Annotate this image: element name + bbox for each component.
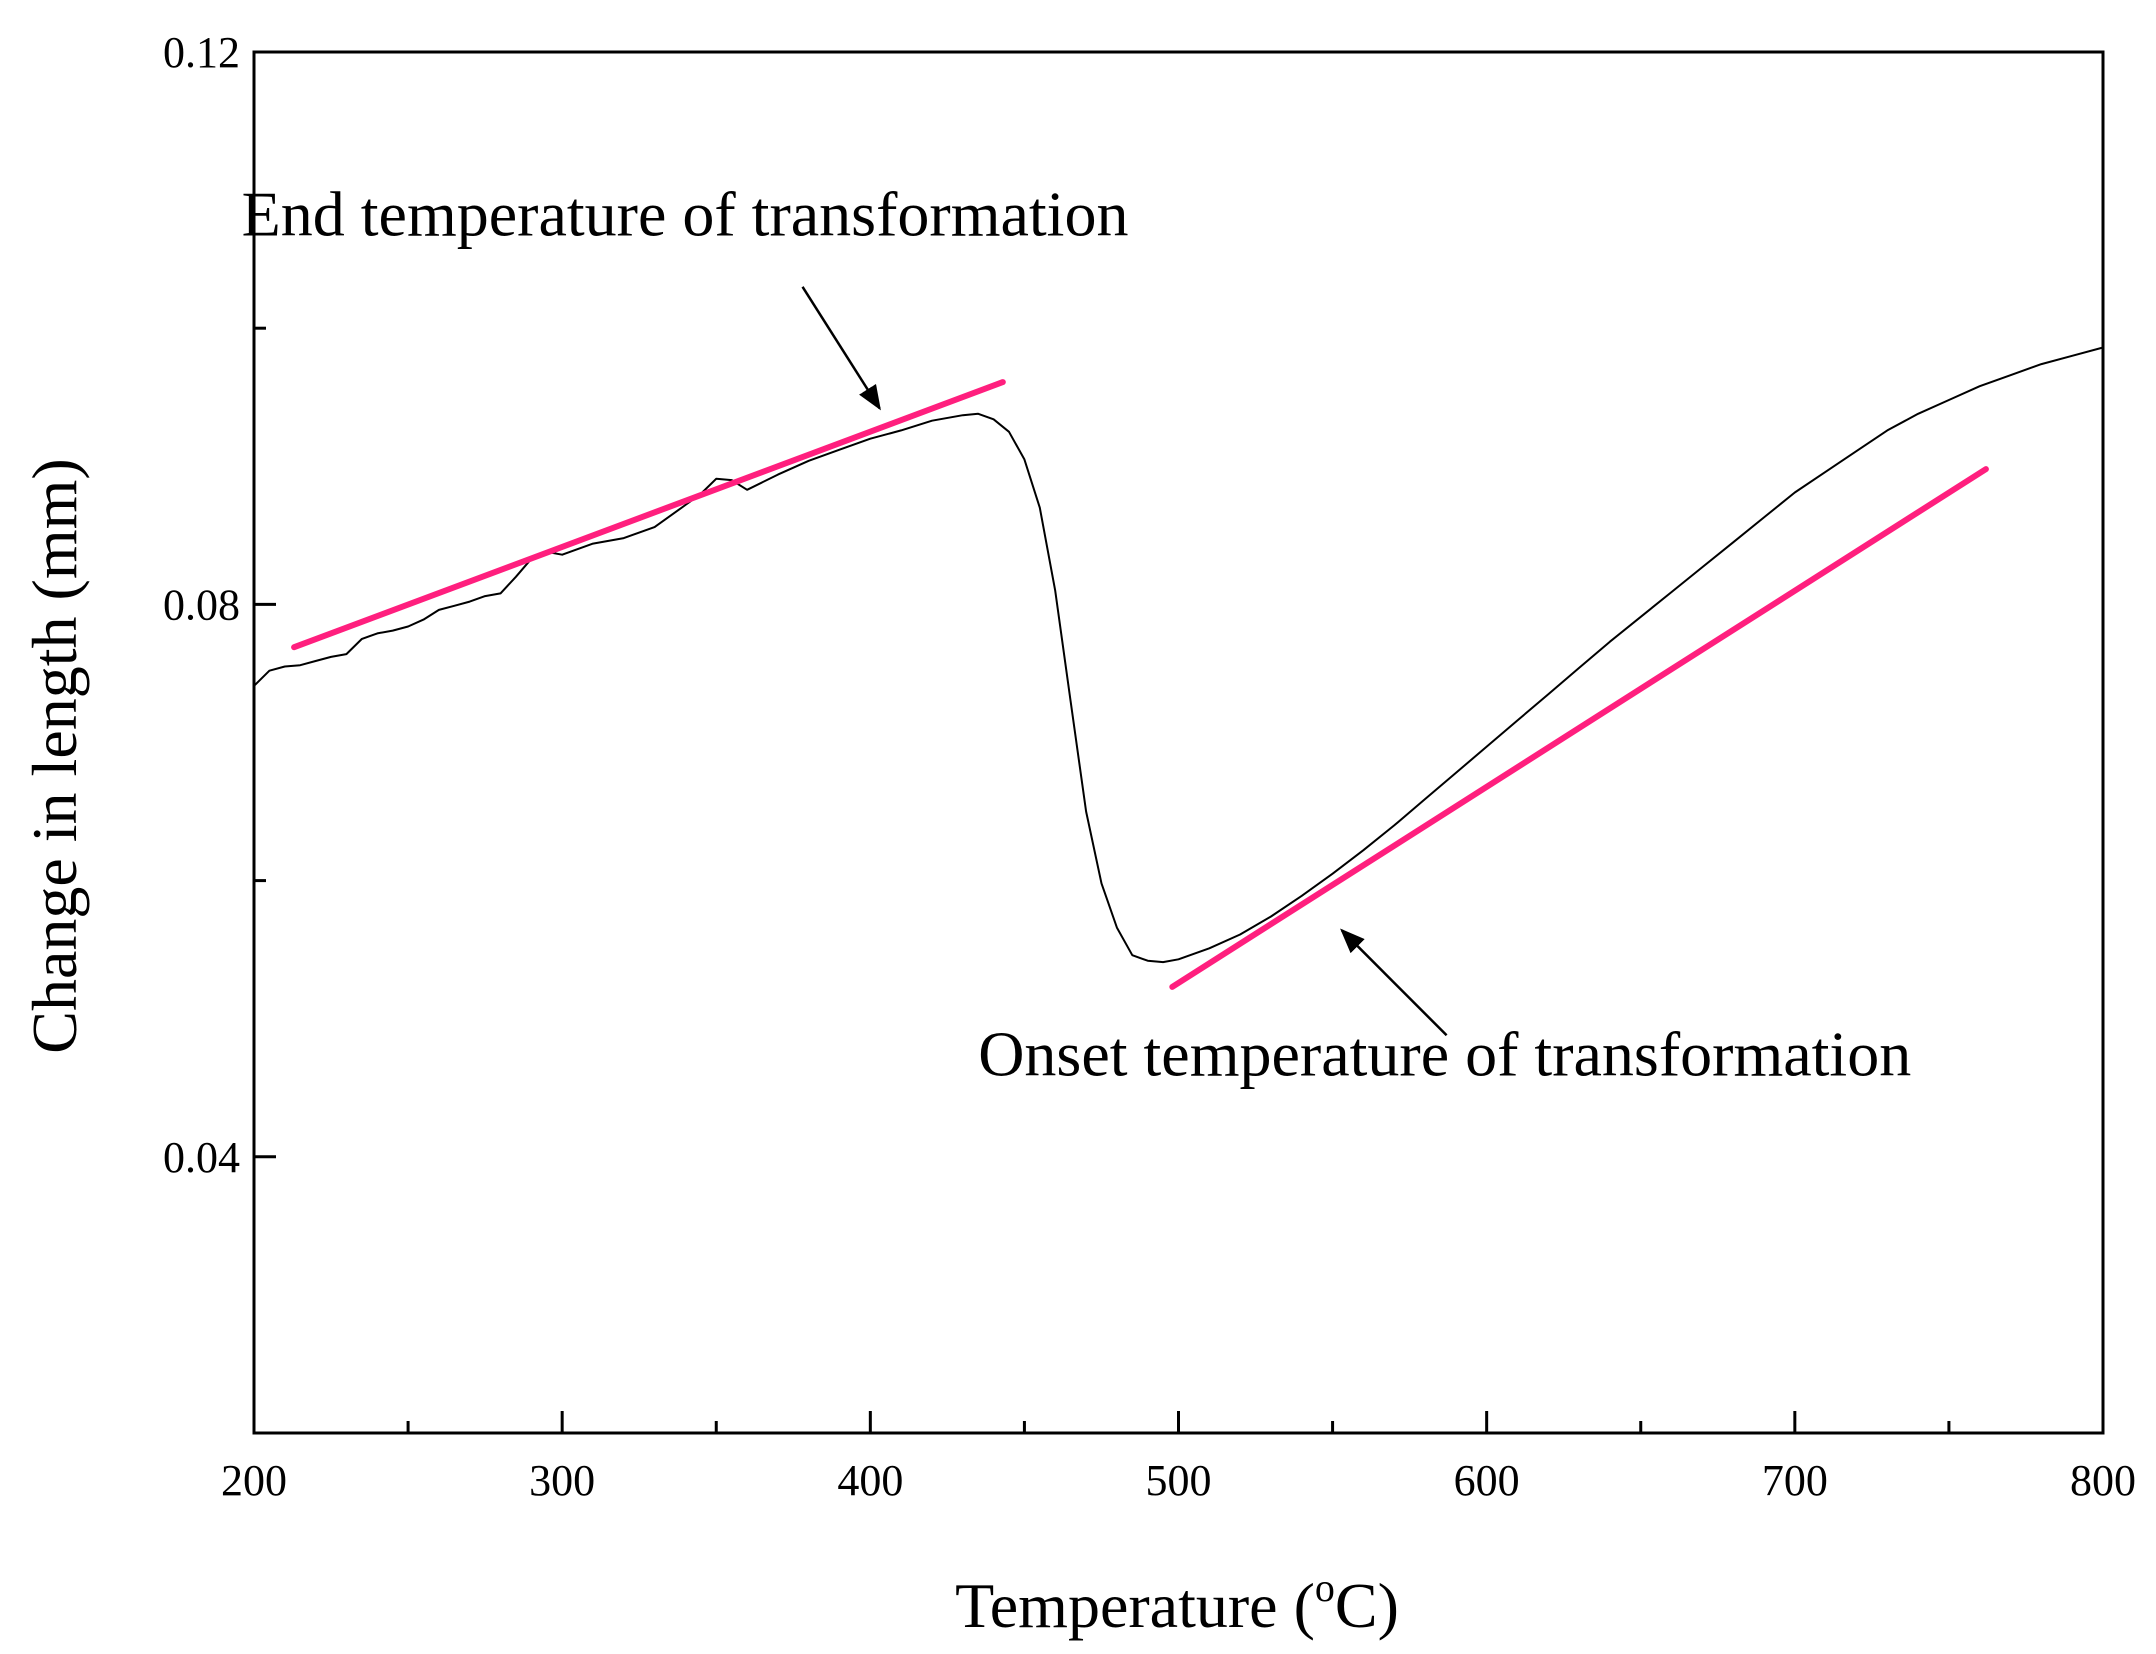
x-tick-label: 400 [837,1456,903,1505]
y-axis: 0.12 0.08 0.04 [163,28,276,1182]
x-tick-label: 700 [1762,1456,1828,1505]
end-temperature-annotation: End temperature of transformation [242,179,1129,250]
x-tick-label: 800 [2070,1456,2136,1505]
series-layer [253,346,2104,990]
x-tick-label: 200 [221,1456,287,1505]
onset-temperature-arrow [1340,928,1448,1037]
x-axis-title: Temperature (oC) [955,1565,1399,1641]
x-axis-title-superscript: o [1315,1565,1335,1610]
y-tick-label: 0.04 [163,1133,240,1182]
y-tick-label: 0.08 [163,580,240,629]
y-axis-title: Change in length (mm) [19,458,90,1053]
onset-temperature-annotation: Onset temperature of transformation [978,1018,1911,1089]
y-tick-label: 0.12 [163,28,240,77]
x-axis-title-text: Temperature ( [955,1570,1315,1641]
annotation-layer: End temperature of transformation Onset t… [242,179,1912,1090]
x-axis-title-unit: C) [1335,1570,1399,1641]
x-axis: 200 300 400 500 600 700 800 [221,1411,2136,1505]
x-tick-label: 300 [529,1456,595,1505]
plot-frame [252,50,2105,1435]
x-tick-label: 500 [1146,1456,1212,1505]
end-temperature-arrow [801,286,881,411]
end-tangent-line [291,379,1006,651]
onset-tangent-line [1169,466,1989,990]
plot-area [252,50,2105,1435]
dilatometer-curve [253,346,2104,964]
x-tick-label: 600 [1454,1456,1520,1505]
